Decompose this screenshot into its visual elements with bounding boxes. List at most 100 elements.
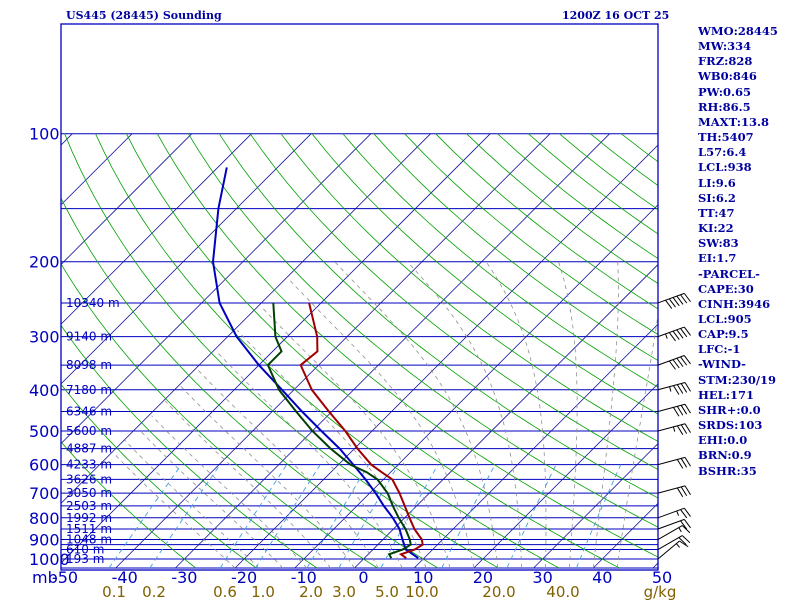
wind-barb-feather bbox=[672, 359, 680, 369]
moist-adiabat-line bbox=[138, 428, 284, 569]
wind-barb-feather bbox=[672, 330, 680, 340]
temperature-tick-label: -10 bbox=[291, 568, 317, 587]
plot-frame bbox=[60, 23, 659, 571]
index-value: SHR+:0.0 bbox=[698, 402, 761, 417]
wind-barb-feather bbox=[676, 357, 684, 367]
wind-barb-shaft bbox=[657, 540, 680, 560]
wind-barb-feather bbox=[676, 425, 684, 435]
wind-barb-shaft bbox=[657, 518, 685, 530]
wind-barb-shaft bbox=[657, 456, 686, 466]
index-value: -WIND- bbox=[698, 357, 746, 372]
wind-barb bbox=[657, 355, 691, 370]
index-panel: WMO:28445 MW:334 FRZ:828 WB0:846 PW:0.65 RH:8… bbox=[698, 24, 798, 479]
wind-barb bbox=[657, 535, 691, 550]
index-value: PW:0.65 bbox=[698, 84, 752, 99]
isotherm-line bbox=[61, 133, 431, 504]
wind-barb-feather bbox=[680, 486, 688, 497]
height-label: 3050 m bbox=[66, 486, 112, 500]
mixing-ratio-line bbox=[380, 464, 439, 569]
index-value: EI:1.7 bbox=[698, 251, 737, 266]
wind-barb-shaft bbox=[657, 423, 686, 432]
wind-barb bbox=[657, 518, 691, 530]
temperature-tick-label: 10 bbox=[413, 568, 433, 587]
wind-barb-feather bbox=[676, 459, 684, 469]
dry-adiabat-line bbox=[61, 441, 197, 569]
wind-barb-feather bbox=[680, 520, 688, 530]
wind-barb bbox=[657, 423, 691, 435]
mixing-ratio-label: 0.6 bbox=[213, 583, 237, 600]
wind-barb-feather bbox=[676, 295, 684, 305]
index-value: SRDS:103 bbox=[698, 418, 763, 433]
isotherm-line bbox=[61, 133, 491, 564]
parcel-profile-line bbox=[211, 167, 419, 559]
moist-adiabat-line bbox=[485, 261, 547, 568]
mixing-ratio-label: 5.0 bbox=[375, 583, 399, 600]
wind-barb-feather bbox=[683, 519, 691, 529]
mixing-ratio-line bbox=[441, 464, 496, 569]
wind-barb-feather bbox=[680, 424, 688, 434]
isotherm-line bbox=[61, 133, 372, 445]
dry-adiabat-line bbox=[64, 133, 499, 569]
sounding-profiles bbox=[211, 167, 424, 559]
temperature-tick-label: 50 bbox=[652, 568, 672, 587]
height-label: 1992 m bbox=[66, 511, 112, 525]
index-value: WB0:846 bbox=[698, 69, 757, 84]
wind-barb-feather bbox=[668, 332, 676, 342]
height-label: 4233 m bbox=[66, 458, 112, 472]
wind-barb bbox=[657, 485, 691, 498]
temperature-tick-label: -30 bbox=[171, 568, 197, 587]
wind-barb-shaft bbox=[657, 292, 685, 304]
dry-adiabat-line bbox=[342, 133, 658, 388]
isotherm-line bbox=[61, 133, 312, 385]
isotherm-line bbox=[61, 133, 252, 325]
index-value: STM:230/19 bbox=[698, 372, 777, 387]
index-value: EHI:0.0 bbox=[698, 433, 748, 448]
wind-barb-shaft bbox=[657, 355, 685, 366]
station-title: US445 (28445) Sounding bbox=[66, 9, 222, 22]
dry-adiabat-line bbox=[95, 133, 560, 569]
isotherm-line bbox=[0, 134, 13, 568]
temperature-tick-label: 0 bbox=[358, 568, 368, 587]
index-value: SW:83 bbox=[698, 236, 739, 251]
wind-barb-feather bbox=[684, 485, 691, 496]
wind-barb-feather bbox=[680, 458, 688, 468]
moist-adiabat-line bbox=[237, 330, 427, 569]
wind-barb-feather bbox=[672, 297, 680, 307]
wind-barbs bbox=[657, 292, 691, 560]
moist-adiabat-line bbox=[558, 261, 578, 569]
dry-adiabat-line bbox=[61, 263, 378, 569]
wind-barb-shaft bbox=[657, 403, 686, 412]
height-label: 1511 m bbox=[66, 522, 112, 536]
mixing-ratio-label: 10.0 bbox=[405, 583, 438, 600]
wind-barb bbox=[657, 403, 691, 417]
wind-barb-feather bbox=[673, 407, 680, 417]
moist-adiabat-line bbox=[592, 261, 619, 569]
index-value: CINH:3946 bbox=[698, 296, 771, 311]
wind-barb-feather bbox=[676, 384, 684, 394]
mixing-ratio-line bbox=[338, 464, 399, 569]
moist-adiabat-line bbox=[164, 400, 331, 569]
index-value: BSHR:35 bbox=[698, 463, 757, 478]
index-value: LI:9.6 bbox=[698, 175, 736, 190]
wind-barb bbox=[657, 326, 691, 342]
index-value: SI:6.2 bbox=[698, 190, 736, 205]
pressure-tick-label: 500 bbox=[29, 422, 60, 441]
pressure-tick-label: 300 bbox=[29, 328, 60, 347]
dry-adiabat-line bbox=[311, 133, 658, 415]
height-label: 9140 m bbox=[66, 330, 112, 344]
index-value: KI:22 bbox=[698, 221, 734, 236]
mixing-ratio-label: 20.0 bbox=[482, 583, 515, 600]
isotherm-line bbox=[533, 443, 658, 569]
temperature-tick-label: -20 bbox=[231, 568, 257, 587]
height-label: 193 m bbox=[66, 552, 104, 566]
index-value: MAXT:13.8 bbox=[698, 114, 769, 129]
dry-adiabat-line bbox=[156, 133, 658, 558]
mixing-ratio-line bbox=[219, 464, 288, 569]
wind-barb-feather bbox=[676, 329, 684, 339]
index-value: -PARCEL- bbox=[698, 266, 760, 281]
wind-barb bbox=[657, 292, 691, 309]
index-value: MW:334 bbox=[698, 39, 752, 54]
wind-barb-feather bbox=[673, 385, 680, 395]
wind-barb-feather bbox=[680, 356, 688, 366]
